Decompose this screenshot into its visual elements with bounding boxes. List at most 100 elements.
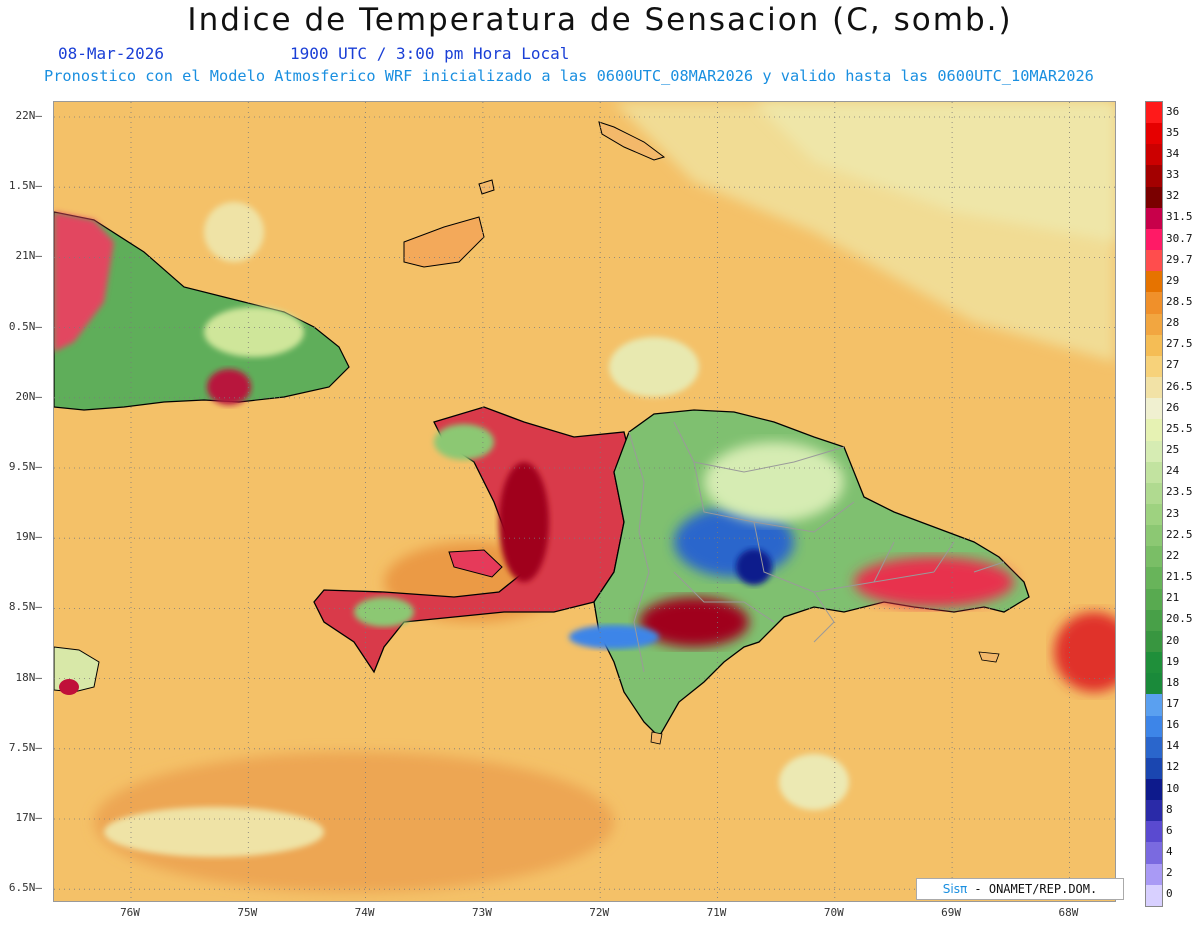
forecast-time: 1900 UTC / 3:00 pm Hora Local (290, 44, 570, 63)
colorbar-label: 32 (1166, 189, 1180, 203)
saona-island (978, 651, 1000, 663)
colorbar-swatch (1146, 694, 1162, 716)
colorbar-swatch (1146, 673, 1162, 695)
province-borders (628, 421, 1005, 673)
small-island (478, 179, 495, 195)
great-inagua-island (403, 216, 485, 268)
colorbar-label: 26 (1166, 400, 1180, 414)
colorbar-swatch (1146, 207, 1162, 229)
longitude-label: 73W (471, 906, 492, 919)
south-cool-zone (569, 625, 659, 649)
cuba-hot-spot (207, 369, 251, 405)
colorbar-label: 35 (1166, 125, 1180, 139)
latitude-label: 1.5N– (8, 179, 42, 193)
colorbar-swatch (1146, 250, 1162, 272)
colorbar-swatch (1146, 292, 1162, 314)
cool-sea-zone-inner (754, 102, 1115, 242)
colorbar-label: 26.5 (1166, 379, 1193, 393)
beata-island (650, 731, 663, 745)
colorbar-swatch (1146, 567, 1162, 589)
colorbar-swatch (1146, 715, 1162, 737)
colorbar-label: 36 (1166, 104, 1180, 118)
colorbar-swatch (1146, 440, 1162, 462)
colorbar-swatch (1146, 186, 1162, 208)
cool-blob (104, 807, 324, 857)
colorbar-label: 29 (1166, 273, 1180, 287)
colorbar-label: 28.5 (1166, 295, 1193, 308)
cuba-cool-zone (204, 307, 304, 357)
heat-index-map (54, 102, 1115, 901)
colorbar-swatch (1146, 419, 1162, 441)
south-hot-zone (639, 597, 749, 647)
latitude-label: 20N– (15, 389, 43, 403)
colorbar-label: 25.5 (1166, 421, 1193, 435)
colorbar-label: 14 (1166, 739, 1180, 753)
warm-sea-patch (94, 752, 614, 892)
colorbar-label: 8 (1166, 802, 1173, 816)
latitude-label: 7.5N– (8, 740, 42, 754)
longitude-label: 70W (823, 906, 844, 919)
colorbar-label: 23.5 (1166, 485, 1193, 499)
colorbar-label: 23 (1166, 506, 1180, 520)
colorbar-swatch (1146, 334, 1162, 356)
colorbar-swatch (1146, 757, 1162, 779)
colorbar-swatch (1146, 588, 1162, 610)
colorbar-swatch (1146, 123, 1162, 145)
colorbar-swatch (1146, 863, 1162, 885)
colorbar-label: 0 (1166, 887, 1173, 901)
model-run-info: Pronostico con el Modelo Atmosferico WRF… (44, 67, 1094, 85)
sisph-logo-text: Sisπ (942, 882, 968, 896)
forecast-date: 08-Mar-2026 (58, 44, 164, 63)
latitude-label: 19N– (15, 530, 43, 544)
colorbar-label: 6 (1166, 823, 1173, 837)
colorbar-label: 24 (1166, 464, 1180, 478)
credit-box: Sisπ - ONAMET/REP.DOM. (916, 878, 1124, 900)
cuba-landmass (54, 211, 350, 411)
cuba-hot-zone (54, 212, 114, 352)
colorbar-label: 21.5 (1166, 570, 1193, 584)
colorbar-swatch (1146, 736, 1162, 758)
colorbar-swatch (1146, 525, 1162, 547)
colorbar-label: 22.5 (1166, 527, 1193, 541)
longitude-label: 76W (120, 906, 140, 919)
colorbar-swatch (1146, 144, 1162, 166)
colorbar-label: 27 (1166, 358, 1180, 372)
colorbar-label: 20.5 (1166, 612, 1193, 626)
colorbar-swatch (1146, 377, 1162, 399)
colorbar-label: 27.5 (1166, 337, 1193, 351)
east-hot-zone (854, 557, 1014, 607)
colorbar-label: 4 (1166, 845, 1173, 859)
longitude-label: 69W (941, 906, 962, 919)
map-panel (53, 101, 1116, 902)
colorbar-label: 29.7 (1166, 252, 1193, 266)
longitude-label: 75W (237, 906, 258, 919)
colorbar (1145, 101, 1163, 907)
colorbar-swatch (1146, 779, 1162, 801)
colorbar-label: 30.7 (1166, 231, 1193, 245)
latitude-label: 17N– (15, 811, 43, 824)
latitude-label: 0.5N– (8, 319, 42, 333)
chart-title: Indice de Temperatura de Sensacion (C, s… (187, 2, 1013, 38)
dominican-republic-landmass (593, 409, 1030, 739)
cordillera-cold-spot (736, 549, 772, 585)
colorbar-label: 28 (1166, 316, 1180, 330)
colorbar-label: 31.5 (1166, 210, 1193, 224)
haiti-cool-zone (434, 424, 494, 460)
turks-islands (598, 121, 666, 161)
longitude-label: 74W (354, 906, 375, 919)
cibao-mild-zone (704, 442, 844, 522)
colorbar-label: 12 (1166, 760, 1180, 774)
colorbar-label: 22 (1166, 548, 1180, 562)
haiti-hot-zone (499, 462, 549, 582)
colorbar-label: 33 (1166, 168, 1180, 182)
colorbar-swatch (1146, 102, 1162, 124)
colorbar-swatch (1146, 228, 1162, 251)
colorbar-label: 10 (1166, 781, 1180, 795)
latitude-label: 21N– (15, 249, 43, 263)
colorbar-label: 17 (1166, 697, 1180, 710)
colorbar-label: 19 (1166, 654, 1180, 668)
colorbar-swatch (1146, 609, 1162, 631)
latitude-label: 18N– (15, 670, 43, 684)
colorbar-swatch (1146, 461, 1162, 483)
credit-text: - ONAMET/REP.DOM. (967, 882, 1098, 896)
